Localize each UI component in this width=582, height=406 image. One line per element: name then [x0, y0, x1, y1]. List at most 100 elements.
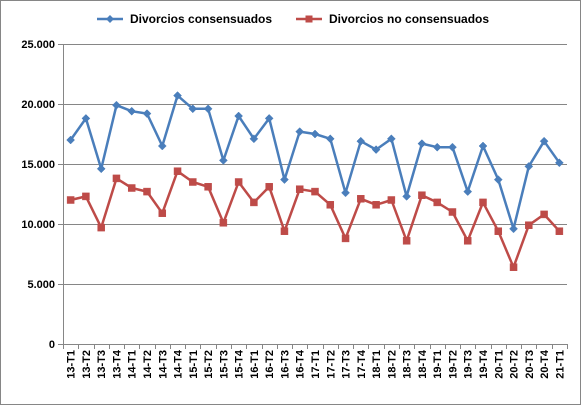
x-tick-label: 14-T1	[127, 350, 139, 379]
x-tick-label: 13-T2	[81, 350, 93, 379]
x-tick-label: 16-T4	[295, 349, 307, 379]
x-tick-label: 18-T4	[417, 349, 429, 379]
data-point-1	[81, 114, 91, 123]
data-point-1	[555, 158, 564, 168]
legend-label-1: Divorcios consensuados	[130, 12, 272, 26]
legend-marker-1	[106, 15, 114, 23]
x-tick-label: 20-T3	[524, 350, 536, 379]
data-point-2	[387, 196, 396, 204]
data-point-1	[96, 164, 106, 174]
x-tick-label: 15-T1	[188, 350, 200, 379]
y-tick-label: 25.000	[21, 39, 55, 51]
y-tick-label: 20.000	[21, 99, 55, 111]
x-tick-label: 14-T2	[142, 350, 154, 379]
data-point-2	[341, 234, 350, 243]
data-point-1	[173, 91, 182, 100]
legend-marker-2	[305, 15, 313, 23]
data-point-2	[433, 198, 441, 207]
data-point-2	[158, 209, 167, 217]
x-tick-label: 18-T1	[371, 350, 383, 379]
data-point-2	[127, 184, 136, 192]
data-point-2	[311, 187, 319, 196]
data-point-1	[325, 134, 335, 144]
x-tick-label: 13-T3	[96, 350, 108, 379]
data-point-1	[356, 136, 366, 146]
legend-label-2: Divorcios no consensuados	[329, 12, 489, 26]
data-point-2	[219, 219, 228, 227]
data-point-2	[112, 174, 121, 183]
data-point-1	[219, 156, 228, 165]
y-tick-label: 15.000	[21, 159, 55, 171]
x-tick-label: 20-T2	[509, 350, 521, 379]
data-point-1	[280, 175, 289, 184]
data-point-2	[540, 210, 548, 219]
data-point-2	[555, 227, 564, 235]
data-point-1	[387, 134, 396, 144]
x-tick-label: 18-T3	[402, 350, 414, 379]
data-point-2	[82, 192, 90, 201]
x-tick-label: 20-T4	[539, 349, 551, 379]
data-point-1	[249, 134, 259, 144]
y-tick-label: 0	[49, 339, 55, 351]
data-point-2	[234, 178, 243, 186]
data-point-1	[341, 188, 350, 198]
x-tick-label: 13-T1	[66, 350, 78, 379]
data-point-1	[264, 114, 274, 123]
data-point-1	[478, 141, 488, 151]
data-point-1	[66, 135, 75, 145]
data-point-2	[173, 167, 182, 175]
data-point-2	[143, 187, 151, 196]
x-tick-label: 19-T1	[432, 350, 444, 379]
data-point-1	[234, 111, 243, 121]
x-tick-label: 19-T3	[463, 350, 475, 379]
x-tick-label: 17-T4	[356, 349, 368, 379]
data-point-2	[97, 223, 105, 232]
data-point-1	[539, 136, 549, 146]
x-tick-label: 16-T1	[249, 350, 261, 379]
x-tick-label: 18-T2	[386, 350, 398, 379]
data-point-2	[295, 185, 304, 193]
data-point-2	[448, 208, 457, 216]
data-point-1	[371, 145, 381, 154]
x-tick-label: 17-T3	[341, 350, 353, 379]
x-tick-label: 19-T4	[478, 349, 490, 379]
x-tick-label: 14-T4	[173, 349, 185, 379]
data-point-1	[127, 106, 137, 116]
data-point-2	[189, 178, 197, 186]
data-point-1	[524, 162, 534, 171]
data-point-1	[112, 100, 121, 110]
x-tick-label: 15-T2	[203, 350, 215, 379]
data-point-1	[142, 109, 152, 118]
x-tick-label: 13-T4	[111, 349, 123, 379]
x-tick-label: 16-T3	[279, 350, 291, 379]
data-point-1	[157, 141, 167, 151]
y-tick-label: 5.000	[27, 279, 55, 291]
x-tick-label: 14-T3	[157, 350, 169, 379]
x-tick-label: 20-T1	[493, 350, 505, 379]
data-point-2	[66, 196, 75, 204]
data-point-2	[525, 221, 533, 229]
x-tick-label: 16-T2	[264, 350, 276, 379]
data-point-1	[188, 104, 198, 114]
data-point-1	[295, 127, 305, 136]
data-point-2	[280, 227, 289, 235]
data-point-1	[203, 104, 213, 114]
data-point-1	[402, 192, 411, 201]
data-point-2	[265, 183, 273, 191]
data-point-1	[310, 129, 320, 139]
data-point-2	[204, 183, 212, 191]
data-point-2	[326, 201, 335, 209]
data-point-2	[250, 198, 258, 207]
x-tick-label: 15-T3	[218, 350, 230, 379]
data-point-1	[448, 142, 457, 152]
x-tick-label: 19-T2	[447, 350, 459, 379]
data-point-1	[432, 142, 442, 152]
x-tick-label: 21-T1	[554, 350, 566, 379]
data-point-2	[357, 195, 365, 203]
x-tick-label: 17-T2	[325, 350, 337, 379]
data-point-2	[494, 227, 503, 235]
data-point-1	[493, 175, 503, 184]
y-tick-label: 10.000	[21, 219, 55, 231]
